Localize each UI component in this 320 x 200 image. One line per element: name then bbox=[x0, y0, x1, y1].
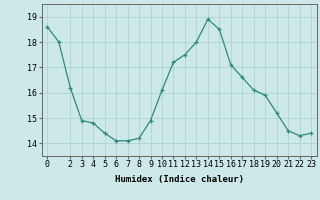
X-axis label: Humidex (Indice chaleur): Humidex (Indice chaleur) bbox=[115, 175, 244, 184]
